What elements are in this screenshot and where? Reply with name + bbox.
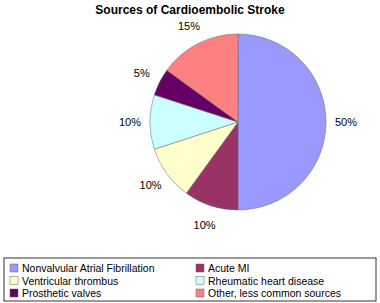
legend-label: Rheumatic heart disease <box>208 275 324 287</box>
data-label: 10% <box>194 219 216 231</box>
legend-item: Ventricular thrombus <box>10 275 118 287</box>
data-label: 50% <box>335 116 357 128</box>
legend: Nonvalvular Atrial Fibrillation Acute MI V… <box>4 258 376 301</box>
legend-item: Rheumatic heart disease <box>196 275 324 287</box>
title: Sources of Cardioembolic Stroke <box>95 3 285 17</box>
slice <box>238 34 326 210</box>
legend-label: Prosthetic valves <box>22 287 101 299</box>
data-label: 10% <box>119 116 141 128</box>
legend-item: Acute MI <box>196 262 249 274</box>
data-label: 15% <box>178 20 200 32</box>
pie <box>150 34 326 210</box>
data-label: 5% <box>134 67 150 79</box>
legend-swatch <box>196 264 204 272</box>
legend-label: Nonvalvular Atrial Fibrillation <box>22 262 155 274</box>
legend-swatch <box>10 277 18 285</box>
legend-label: Other, less common sources <box>208 287 341 299</box>
legend-swatch <box>196 277 204 285</box>
legend-label: Ventricular thrombus <box>22 275 118 287</box>
legend-frame <box>4 258 376 301</box>
legend-item: Other, less common sources <box>196 287 341 299</box>
legend-item: Nonvalvular Atrial Fibrillation <box>10 262 155 274</box>
chart: Sources of Cardioembolic Stroke 50% 10% 10%… <box>0 0 380 303</box>
legend-item: Prosthetic valves <box>10 287 101 299</box>
legend-swatch <box>196 289 204 297</box>
legend-label: Acute MI <box>208 262 249 274</box>
legend-swatch <box>10 289 18 297</box>
legend-swatch <box>10 264 18 272</box>
slice <box>167 34 238 122</box>
data-labels: 50% 10% 10% 10% 5% 15% <box>119 20 357 231</box>
data-label: 10% <box>140 179 162 191</box>
